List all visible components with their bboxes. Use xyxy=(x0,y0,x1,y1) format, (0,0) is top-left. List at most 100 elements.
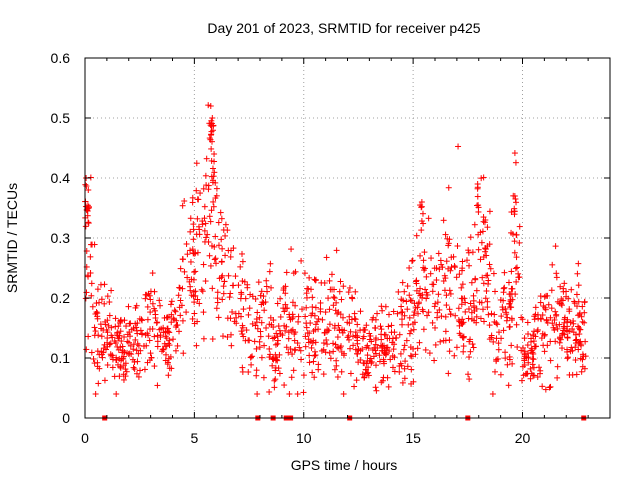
data-point xyxy=(94,348,101,355)
data-point xyxy=(483,252,490,259)
data-point xyxy=(252,322,259,329)
data-point xyxy=(570,320,577,327)
data-point xyxy=(138,316,145,323)
data-point xyxy=(336,288,343,295)
data-point xyxy=(417,252,424,259)
data-point xyxy=(553,270,560,277)
data-point xyxy=(351,383,358,390)
data-point xyxy=(270,317,277,324)
data-point xyxy=(520,372,527,379)
data-point xyxy=(117,328,124,335)
data-point xyxy=(512,195,519,202)
data-point xyxy=(211,151,218,157)
data-point xyxy=(170,315,177,322)
data-point xyxy=(235,310,242,317)
data-point xyxy=(398,303,405,310)
data-point xyxy=(420,326,427,333)
data-point xyxy=(563,288,570,295)
data-point xyxy=(498,335,505,342)
data-point xyxy=(104,293,111,300)
data-point xyxy=(418,199,425,205)
data-point xyxy=(348,294,355,301)
data-point xyxy=(139,317,146,324)
data-point xyxy=(226,294,233,301)
data-point xyxy=(257,328,264,335)
data-point xyxy=(328,271,335,278)
data-point xyxy=(309,294,316,301)
data-point xyxy=(271,377,278,384)
data-point xyxy=(435,250,442,257)
data-point xyxy=(395,288,402,295)
data-point xyxy=(459,295,466,302)
data-point xyxy=(83,346,90,353)
data-point xyxy=(258,288,265,295)
data-point xyxy=(220,283,227,290)
data-point xyxy=(373,362,380,369)
data-point xyxy=(94,313,101,320)
data-point xyxy=(303,324,310,331)
data-point xyxy=(275,323,282,330)
data-point xyxy=(345,336,352,343)
data-point xyxy=(227,315,234,322)
data-point xyxy=(531,316,538,323)
data-point xyxy=(484,298,491,305)
data-point xyxy=(396,363,403,370)
data-point xyxy=(506,353,513,360)
data-point xyxy=(322,349,329,356)
data-point xyxy=(389,352,396,359)
data-point xyxy=(270,324,277,331)
data-point xyxy=(135,373,142,380)
data-point xyxy=(109,356,116,363)
data-point xyxy=(561,280,568,287)
data-point xyxy=(553,274,560,281)
data-point xyxy=(193,342,200,349)
data-point xyxy=(566,306,573,313)
data-point xyxy=(474,181,481,187)
data-point xyxy=(107,340,114,347)
data-point xyxy=(409,258,416,265)
data-point xyxy=(266,388,273,395)
data-point xyxy=(466,376,473,383)
data-point xyxy=(324,341,331,348)
data-point xyxy=(432,341,439,348)
data-point xyxy=(537,293,544,300)
data-point xyxy=(310,358,317,365)
data-point xyxy=(122,366,129,373)
data-point xyxy=(511,150,518,157)
data-point xyxy=(571,300,578,307)
data-point xyxy=(194,296,201,303)
data-point xyxy=(287,345,294,352)
data-point xyxy=(537,299,544,306)
data-point xyxy=(480,280,487,287)
data-point xyxy=(263,324,270,331)
data-point xyxy=(215,242,222,249)
data-point xyxy=(352,332,359,339)
data-point xyxy=(266,354,273,361)
data-point xyxy=(351,310,358,317)
data-point xyxy=(407,297,414,304)
data-point xyxy=(475,246,482,253)
data-point xyxy=(245,311,252,318)
data-point xyxy=(344,334,351,341)
data-point xyxy=(575,282,582,289)
data-point xyxy=(401,288,408,295)
data-point xyxy=(91,324,98,331)
data-point xyxy=(122,373,129,380)
data-point xyxy=(347,328,354,335)
data-point xyxy=(483,272,490,279)
data-point xyxy=(479,274,486,281)
data-point xyxy=(133,370,140,377)
data-point xyxy=(294,391,301,397)
data-point xyxy=(263,277,270,284)
data-point xyxy=(561,325,568,332)
data-point xyxy=(191,269,198,276)
data-point xyxy=(94,286,101,293)
data-point xyxy=(255,279,262,286)
data-point xyxy=(88,280,95,287)
data-point xyxy=(483,288,490,295)
data-point xyxy=(249,353,256,360)
data-point xyxy=(207,103,214,109)
data-point xyxy=(378,326,385,333)
data-point xyxy=(567,348,574,355)
data-point xyxy=(576,311,583,318)
